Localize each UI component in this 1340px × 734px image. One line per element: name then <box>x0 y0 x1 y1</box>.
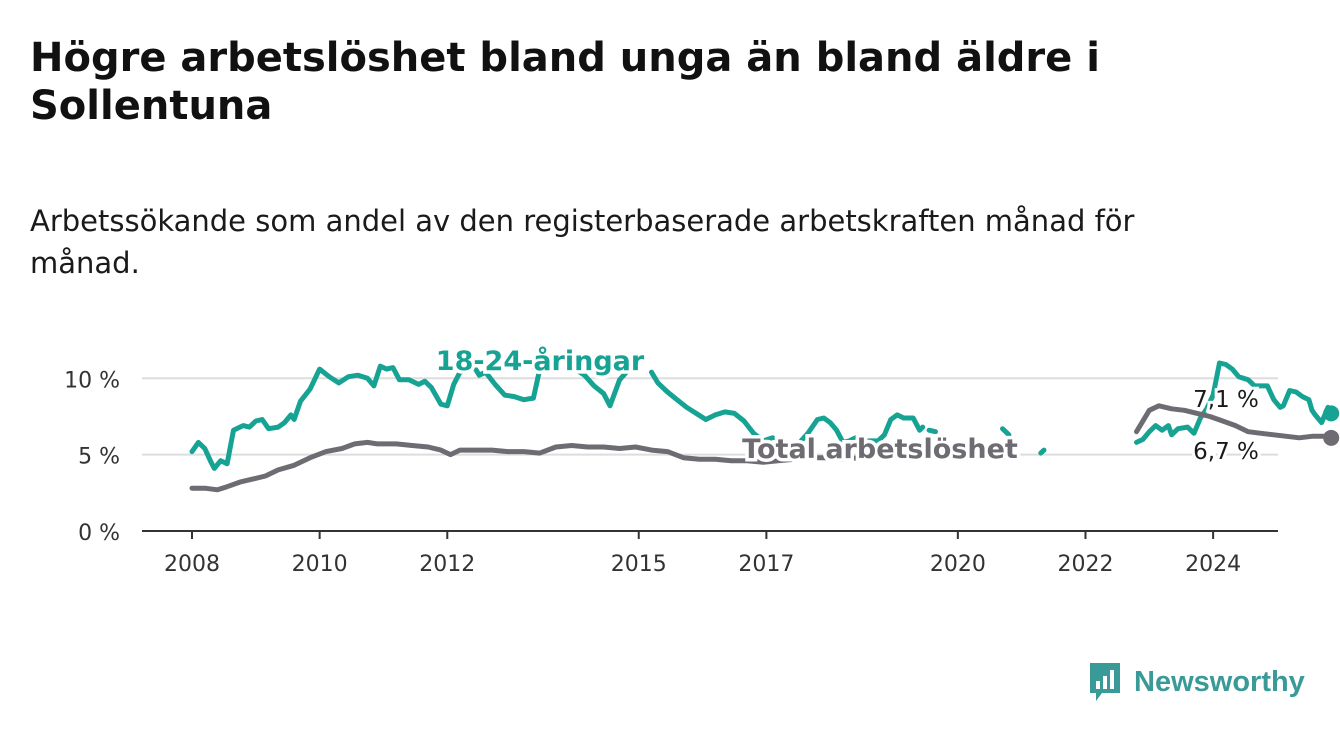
x-tick-label: 2020 <box>930 552 986 577</box>
series-name-label: 18-24-åringar <box>436 345 645 377</box>
bar-chart-speech-bubble-icon <box>1090 663 1120 701</box>
series-line <box>1134 360 1334 445</box>
series-name-label: Total arbetslöshet <box>742 434 1018 465</box>
series-line <box>1134 403 1334 441</box>
y-tick-label: 5 % <box>78 445 120 470</box>
end-value-label: 7,1 % <box>1193 387 1259 413</box>
x-tick-label: 2015 <box>611 552 667 577</box>
x-tick-label: 2012 <box>419 552 475 577</box>
chart-title: Högre arbetslöshet bland unga än bland ä… <box>30 35 1100 129</box>
brand-logo: Newsworthy <box>1088 660 1305 704</box>
brand-name: Newsworthy <box>1134 665 1305 698</box>
series-lines <box>189 360 1340 493</box>
series-line <box>572 366 632 409</box>
series-line <box>189 362 543 471</box>
annotations: 7,1 % 6,7 % 18-24-åringar Total arbetslöshe… <box>432 342 1262 469</box>
series-line <box>926 427 938 435</box>
series-line <box>189 439 923 493</box>
x-tick-label: 2008 <box>164 552 220 577</box>
x-tick-label: 2024 <box>1185 552 1241 577</box>
x-tick-label: 2017 <box>738 552 794 577</box>
series-line <box>1038 447 1047 456</box>
y-tick-label: 10 % <box>64 368 120 393</box>
series-end-point <box>1323 405 1340 422</box>
series-line <box>649 369 926 451</box>
x-tick-label: 2022 <box>1057 552 1113 577</box>
y-tick-label: 0 % <box>78 521 120 546</box>
axes: 0 % 5 % 10 % 2008 2010 2012 2015 2017 2020 2022 20… <box>64 368 1278 577</box>
chart-subtitle: Arbetssökande som andel av den registerb… <box>30 204 1135 280</box>
series-end-point <box>1323 429 1340 446</box>
end-value-label: 6,7 % <box>1193 439 1259 465</box>
x-tick-label: 2010 <box>292 552 348 577</box>
series-line <box>1000 426 1012 438</box>
